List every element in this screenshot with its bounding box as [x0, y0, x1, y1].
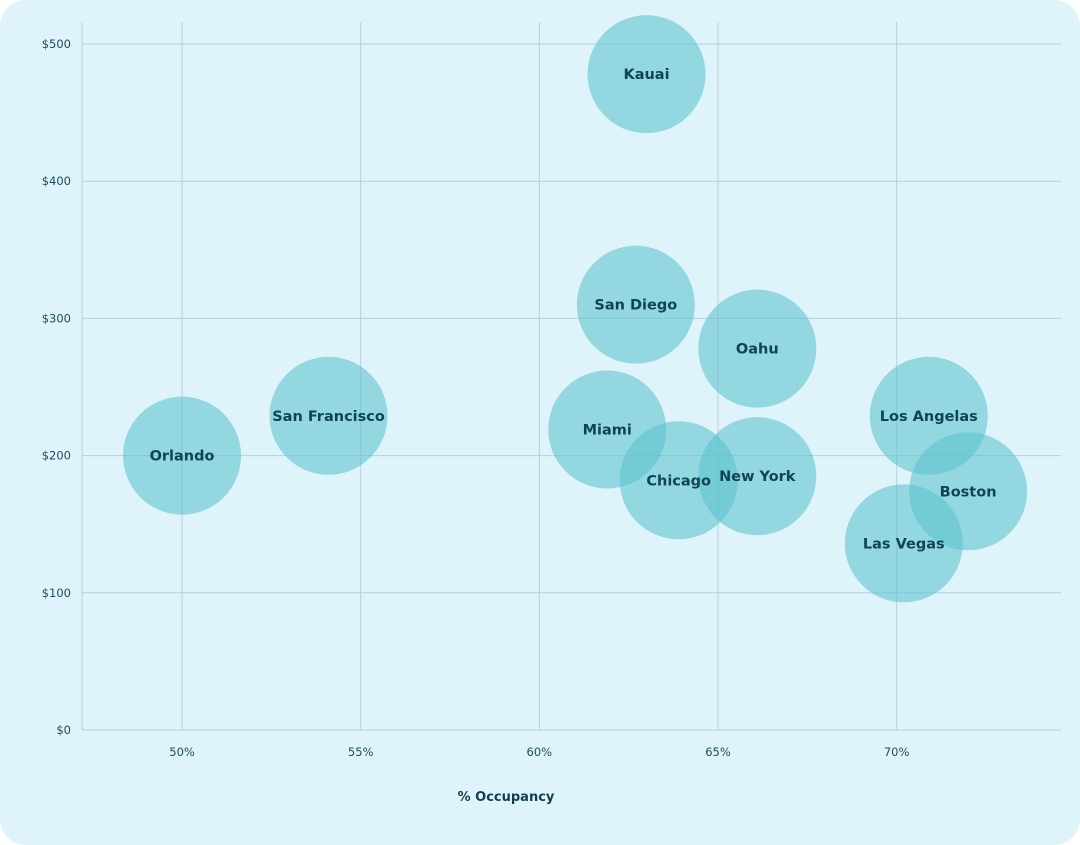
bubble-las-vegas[interactable]	[844, 484, 963, 603]
bubble-label-orlando: Orlando	[150, 449, 215, 465]
bubble-label-las-vegas: Las Vegas	[863, 536, 945, 552]
bubble-kauai[interactable]	[587, 15, 706, 134]
y-tick-label: $0	[56, 723, 71, 737]
x-tick-label: 70%	[884, 745, 910, 759]
y-tick-label: $100	[42, 586, 71, 600]
bubbles	[123, 15, 1028, 603]
bubble-san-diego[interactable]	[576, 245, 695, 364]
bubble-san-francisco[interactable]	[269, 356, 388, 475]
bubble-label-oahu: Oahu	[736, 342, 779, 358]
grid-lines	[82, 22, 1061, 731]
bubble-label-miami: Miami	[583, 423, 632, 439]
bubble-new-york[interactable]	[698, 417, 817, 536]
bubble-oahu[interactable]	[698, 289, 817, 408]
bubble-label-san-diego: San Diego	[594, 298, 677, 314]
bubble-label-san-francisco: San Francisco	[272, 409, 385, 425]
y-tick-label: $300	[42, 311, 71, 325]
axes: $0 $100 $200 $300 $400 $500 50% 55% 60% 65% 70%	[42, 22, 910, 759]
y-tick-label: $400	[42, 174, 71, 188]
x-tick-label: 65%	[705, 745, 731, 759]
y-tick-label: $500	[42, 37, 71, 51]
y-tick-label: $200	[42, 449, 71, 463]
bubble-label-kauai: Kauai	[623, 67, 669, 83]
bubble-orlando[interactable]	[123, 396, 242, 515]
x-tick-label: 55%	[348, 745, 374, 759]
x-axis-title: % Occupancy	[458, 790, 555, 805]
bubble-label-los-angelas: Los Angelas	[880, 409, 978, 425]
x-tick-label: 60%	[527, 745, 553, 759]
bubble-label-chicago: Chicago	[646, 473, 711, 489]
bubble-labels: Kauai San Diego Oahu San Francisco Orlando Mi…	[150, 67, 997, 552]
x-tick-label: 50%	[169, 745, 195, 759]
bubble-label-new-york: New York	[719, 469, 796, 485]
bubble-label-boston: Boston	[940, 484, 997, 500]
